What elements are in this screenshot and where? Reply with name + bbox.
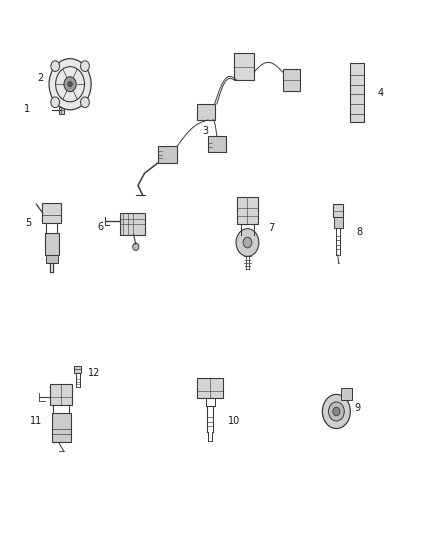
FancyBboxPatch shape	[42, 203, 61, 223]
FancyBboxPatch shape	[120, 213, 145, 235]
Circle shape	[51, 97, 60, 108]
Circle shape	[49, 59, 91, 110]
FancyBboxPatch shape	[50, 384, 72, 405]
Text: 10: 10	[228, 416, 240, 426]
FancyBboxPatch shape	[158, 146, 177, 163]
FancyBboxPatch shape	[208, 136, 226, 152]
FancyBboxPatch shape	[283, 69, 300, 91]
FancyBboxPatch shape	[46, 255, 58, 263]
Circle shape	[64, 77, 76, 92]
Text: 5: 5	[25, 218, 32, 228]
FancyBboxPatch shape	[234, 53, 254, 80]
FancyBboxPatch shape	[74, 366, 81, 373]
Circle shape	[243, 237, 252, 248]
Text: 9: 9	[354, 403, 360, 413]
Text: 8: 8	[356, 227, 362, 237]
Text: 11: 11	[30, 416, 42, 426]
FancyBboxPatch shape	[45, 233, 59, 255]
FancyBboxPatch shape	[197, 104, 215, 120]
Circle shape	[133, 243, 139, 251]
FancyBboxPatch shape	[52, 413, 71, 442]
Circle shape	[81, 61, 89, 71]
Circle shape	[322, 394, 350, 429]
Text: 2: 2	[38, 74, 44, 83]
Text: 12: 12	[88, 368, 100, 378]
Text: 7: 7	[268, 223, 275, 233]
Circle shape	[236, 229, 259, 256]
Circle shape	[81, 97, 89, 108]
Circle shape	[51, 61, 60, 71]
Text: 1: 1	[24, 104, 30, 114]
Circle shape	[333, 407, 340, 416]
FancyBboxPatch shape	[341, 388, 352, 400]
Text: 4: 4	[378, 88, 384, 98]
FancyBboxPatch shape	[350, 63, 364, 122]
FancyBboxPatch shape	[237, 197, 258, 224]
Text: 3: 3	[203, 126, 209, 135]
Text: 6: 6	[98, 222, 104, 231]
FancyBboxPatch shape	[197, 378, 223, 398]
Circle shape	[328, 402, 344, 421]
FancyBboxPatch shape	[334, 217, 343, 228]
Circle shape	[68, 82, 72, 87]
FancyBboxPatch shape	[333, 204, 343, 217]
FancyBboxPatch shape	[59, 107, 64, 114]
